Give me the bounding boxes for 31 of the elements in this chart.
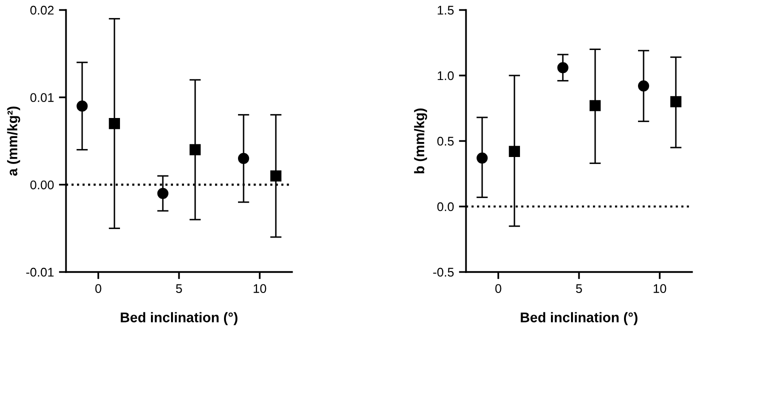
y-axis-title: b (mm/kg) <box>414 108 428 174</box>
point <box>670 96 682 108</box>
point <box>557 62 568 74</box>
point <box>638 80 650 92</box>
point <box>76 100 88 112</box>
point <box>157 188 168 199</box>
y-axis-title: a (mm/kg²) <box>7 106 20 176</box>
point <box>108 118 120 130</box>
y-tick-label: 1.5 <box>438 6 454 15</box>
y-tick-label: 0.00 <box>30 180 54 190</box>
x-axis-title: Bed inclination (°) <box>520 312 638 326</box>
x-tick-label: 0 <box>95 284 102 293</box>
y-tick-label: -0.01 <box>26 268 54 277</box>
x-axis-title: Bed inclination (°) <box>120 312 238 326</box>
y-tick-label: 0.0 <box>437 202 454 212</box>
point <box>238 152 250 164</box>
y-tick-label: 0.02 <box>30 6 54 15</box>
point <box>190 144 201 156</box>
y-tick-label: 1.0 <box>438 71 454 80</box>
x-tick-label: 0 <box>495 284 502 293</box>
point <box>270 170 282 182</box>
x-tick-label: 5 <box>576 284 582 293</box>
x-tick-label: 5 <box>176 284 182 293</box>
x-tick-label: 10 <box>654 284 666 293</box>
x-tick-label: 10 <box>254 284 266 293</box>
point <box>508 146 520 158</box>
y-tick-label: 0.5 <box>437 136 454 146</box>
y-tick-label: -0.5 <box>433 268 454 277</box>
y-tick-label: 0.01 <box>30 93 54 102</box>
point <box>590 100 601 112</box>
point <box>476 152 488 164</box>
